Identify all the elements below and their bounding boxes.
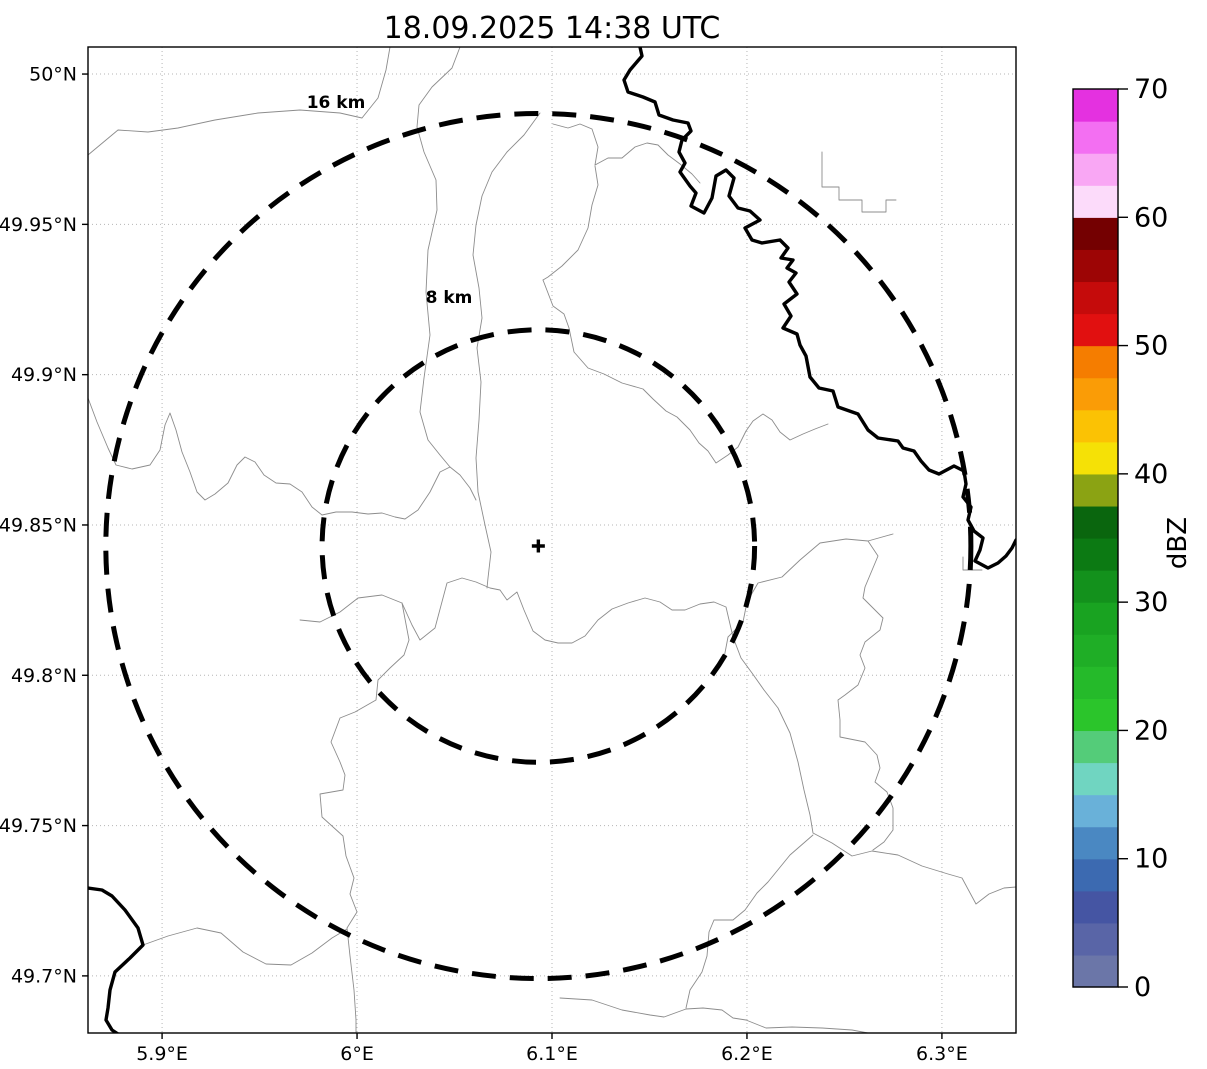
colorbar-segment	[1073, 185, 1118, 218]
river-line	[622, 47, 1016, 570]
admin-boundaries	[88, 47, 1016, 1033]
boundary-line	[552, 123, 701, 184]
colorbar-segment	[1073, 89, 1118, 122]
colorbar-tick-label: 60	[1134, 202, 1168, 233]
axis-ticks-and-labels: 5.9°E 6°E 6.1°E 6.2°E 6.3°E 50°N 49.95°N 49.9°N…	[0, 64, 968, 1065]
boundary-line	[142, 927, 348, 966]
colorbar-tick-label: 50	[1134, 331, 1168, 362]
colorbar-segment	[1073, 121, 1118, 154]
boundary-line	[837, 540, 894, 851]
range-ring-8km	[319, 327, 758, 765]
boundary-line	[88, 47, 391, 156]
colorbar-segment	[1073, 698, 1118, 732]
colorbar: 0 10 20 30 40 50 60 70	[1072, 74, 1168, 1003]
boundary-line	[472, 112, 541, 589]
boundary-line	[416, 47, 461, 468]
colorbar-segment	[1073, 345, 1118, 379]
y-axis-tick-label: 49.95°N	[0, 214, 77, 236]
boundary-line	[88, 397, 477, 520]
colorbar-segment	[1073, 634, 1118, 667]
colorbar-segment	[1073, 858, 1118, 892]
colorbar-segment	[1073, 538, 1118, 571]
boundary-line	[559, 997, 869, 1033]
colorbar-segment	[1073, 602, 1118, 635]
colorbar-segment	[1073, 281, 1118, 315]
range-ring-16km	[103, 110, 974, 982]
colorbar-segment	[1073, 794, 1118, 828]
colorbar-segment	[1073, 505, 1118, 539]
river-line	[88, 886, 145, 1033]
colorbar-segment	[1073, 409, 1118, 443]
boundary-line	[299, 577, 1016, 905]
colorbar-segment	[1073, 762, 1118, 796]
boundary-line	[821, 151, 897, 213]
boundary-line	[319, 602, 410, 1033]
colorbar-tick-label: 0	[1134, 972, 1151, 1003]
figure-title: 18.09.2025 14:38 UTC	[384, 11, 721, 46]
colorbar-segment	[1073, 249, 1118, 283]
colorbar-segment	[1073, 313, 1118, 347]
colorbar-segment	[1073, 217, 1118, 250]
colorbar-axis-label: dBZ	[1163, 517, 1193, 569]
colorbar-tick-label: 70	[1134, 74, 1168, 105]
x-axis-tick-label: 6.2°E	[721, 1043, 773, 1065]
boundary-line	[542, 279, 829, 464]
boundary-line	[962, 556, 983, 571]
river-border-lines	[88, 47, 1016, 1033]
colorbar-segment	[1073, 954, 1118, 988]
boundary-line	[542, 165, 599, 281]
y-axis-tick-label: 49.7°N	[11, 965, 77, 987]
center-plus-marker	[531, 539, 545, 553]
colorbar-segment	[1073, 826, 1118, 860]
colorbar-segment	[1073, 570, 1118, 603]
y-axis-tick-label: 49.75°N	[0, 815, 77, 837]
colorbar-segment	[1073, 666, 1118, 699]
colorbar-segment	[1073, 730, 1118, 764]
colorbar-tick-label: 40	[1134, 459, 1168, 490]
colorbar-segment	[1073, 473, 1118, 507]
x-axis-tick-label: 6.1°E	[526, 1043, 578, 1065]
range-ring-labels: 8 km 16 km	[307, 93, 473, 308]
range-rings	[103, 110, 974, 982]
colorbar-segment	[1073, 890, 1118, 924]
y-axis-tick-label: 49.8°N	[11, 665, 77, 687]
colorbar-tick-label: 10	[1134, 844, 1168, 875]
x-axis-tick-label: 6°E	[340, 1043, 374, 1065]
y-axis-tick-label: 49.9°N	[11, 364, 77, 386]
x-axis-tick-label: 6.3°E	[916, 1043, 968, 1065]
colorbar-segment	[1073, 153, 1118, 186]
grid-lines	[88, 47, 1016, 1033]
x-axis-tick-label: 5.9°E	[136, 1043, 188, 1065]
y-axis-tick-label: 50°N	[29, 64, 77, 86]
colorbar-tick-label: 20	[1134, 715, 1168, 746]
range-ring-label-16km: 16 km	[307, 93, 366, 113]
colorbar-segment	[1073, 922, 1118, 956]
colorbar-segment	[1073, 441, 1118, 475]
radar-center-marker	[531, 539, 545, 553]
colorbar-frame	[1072, 88, 1119, 988]
colorbar-segment	[1073, 377, 1118, 411]
y-axis-tick-label: 49.85°N	[0, 514, 77, 536]
range-ring-label-8km: 8 km	[426, 288, 473, 308]
colorbar-tick-label: 30	[1134, 587, 1168, 618]
boundary-line	[685, 834, 814, 1009]
